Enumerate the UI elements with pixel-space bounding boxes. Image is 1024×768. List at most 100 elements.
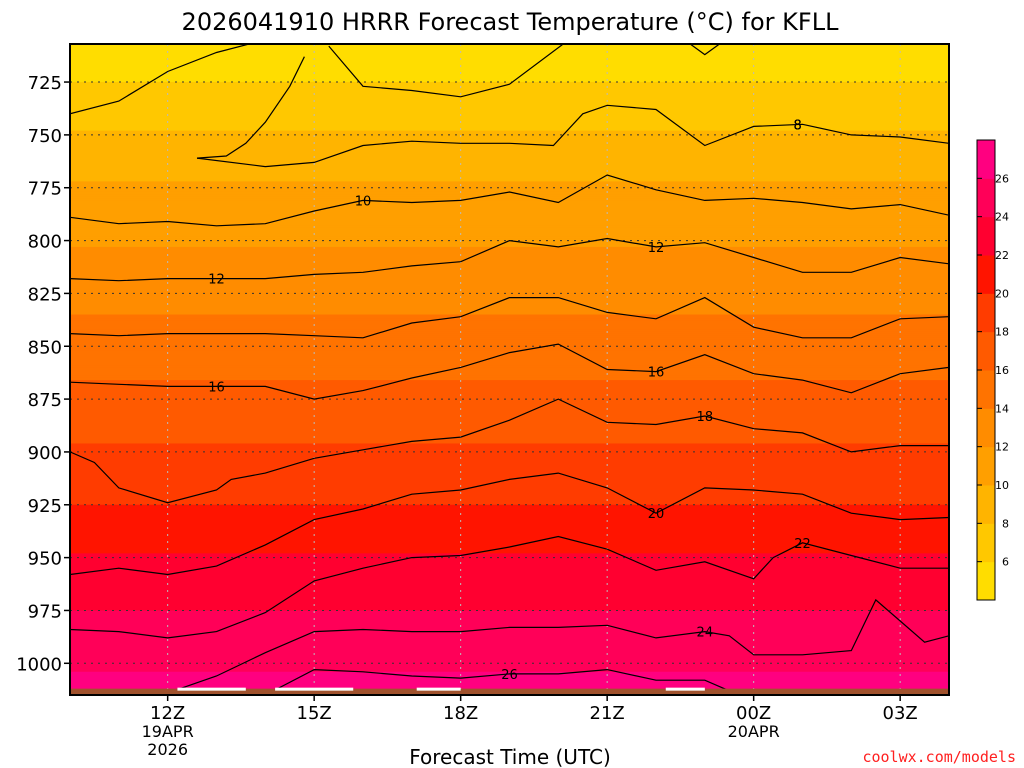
temperature-band	[70, 284, 949, 288]
temperature-band	[70, 686, 949, 690]
temperature-band	[70, 371, 949, 375]
temperature-band	[70, 363, 949, 366]
temperature-band	[70, 187, 949, 191]
isotherm-8	[196, 104, 949, 168]
temperature-band	[70, 58, 949, 62]
temperature-band	[70, 435, 949, 438]
temperature-band	[70, 648, 949, 652]
temperature-band	[70, 312, 949, 316]
temperature-band	[70, 223, 949, 227]
isotherm-18	[70, 398, 949, 504]
temperature-band	[70, 678, 949, 681]
temperature-band	[70, 612, 949, 616]
y-tick-label: 925	[28, 496, 62, 517]
temperature-band	[70, 574, 949, 578]
isotherm-20	[70, 472, 949, 576]
temperature-band	[70, 69, 949, 73]
temperature-band	[70, 329, 949, 333]
isotherm-label: 12	[208, 273, 225, 288]
temperature-band	[70, 232, 949, 235]
temperature-band	[70, 547, 949, 550]
temperature-band	[70, 253, 949, 256]
temperature-band	[70, 382, 949, 385]
temperature-band	[70, 120, 949, 123]
temperature-band	[70, 447, 949, 451]
temperature-band	[70, 580, 949, 584]
colorbar-segment	[977, 561, 995, 601]
temperature-band	[70, 671, 949, 675]
temperature-band	[70, 665, 949, 669]
colorbar-tick-label: 20	[995, 287, 1009, 300]
temperature-band	[70, 291, 949, 295]
temperature-band	[70, 646, 949, 650]
temperature-band	[70, 318, 949, 322]
temperature-band	[70, 428, 949, 432]
temperature-band	[70, 215, 949, 218]
temperature-band	[70, 369, 949, 373]
y-tick-label: 1000	[16, 654, 62, 675]
temperature-band	[70, 310, 949, 314]
temperature-band	[70, 255, 949, 259]
temperature-band	[70, 181, 949, 185]
temperature-band	[70, 219, 949, 223]
y-tick-label: 950	[28, 549, 62, 570]
temperature-band	[70, 561, 949, 565]
isotherm-label: 18	[697, 410, 714, 425]
temperature-band	[70, 177, 949, 180]
temperature-band	[70, 608, 949, 612]
temperature-band	[70, 242, 949, 246]
temperature-band	[70, 667, 949, 671]
temperature-band	[70, 244, 949, 248]
temperature-band	[70, 627, 949, 631]
temperature-band	[70, 587, 949, 590]
colorbar-segment	[977, 446, 995, 486]
temperature-band	[70, 635, 949, 639]
temperature-band	[70, 644, 949, 647]
temperature-band	[70, 183, 949, 187]
temperature-band	[70, 162, 949, 166]
temperature-band	[70, 335, 949, 339]
temperature-band	[70, 287, 949, 290]
isotherm-label: 8	[793, 119, 801, 134]
temperature-band	[70, 485, 949, 489]
isotherm-label: 8	[793, 119, 801, 134]
isotherm-lines	[70, 44, 949, 695]
temperature-band	[70, 568, 949, 571]
temperature-band	[70, 88, 949, 92]
temperature-band	[70, 513, 949, 516]
temperature-band	[70, 595, 949, 599]
temperature-band	[70, 604, 949, 607]
temperature-band	[70, 498, 949, 502]
temperature-band	[70, 570, 949, 574]
temperature-band	[70, 261, 949, 265]
temperature-band	[70, 445, 949, 449]
temperature-band	[70, 327, 949, 330]
temperature-band	[70, 117, 949, 121]
isotherm-22	[70, 535, 949, 639]
temperature-band	[70, 153, 949, 157]
temperature-band	[70, 230, 949, 233]
temperature-band	[70, 375, 949, 379]
temperature-band	[70, 563, 949, 567]
temperature-band	[70, 339, 949, 343]
temperature-band	[70, 519, 949, 523]
temperature-band	[70, 276, 949, 280]
temperature-band	[70, 654, 949, 658]
temperature-band	[70, 210, 949, 214]
temperature-band	[70, 196, 949, 199]
temperature-band	[70, 257, 949, 261]
temperature-band	[70, 394, 949, 398]
temperature-band	[70, 98, 949, 102]
temperature-band	[70, 227, 949, 231]
temperature-band	[70, 105, 949, 109]
temperature-band	[70, 424, 949, 428]
temperature-band	[70, 301, 949, 305]
temperature-band	[70, 557, 949, 561]
temperature-band	[70, 333, 949, 337]
temperature-band	[70, 599, 949, 603]
temperature-band	[70, 259, 949, 263]
temperature-band	[70, 221, 949, 225]
temperature-band	[70, 367, 949, 371]
temperature-band	[70, 73, 949, 77]
x-tick-label: 18Z	[443, 703, 478, 724]
